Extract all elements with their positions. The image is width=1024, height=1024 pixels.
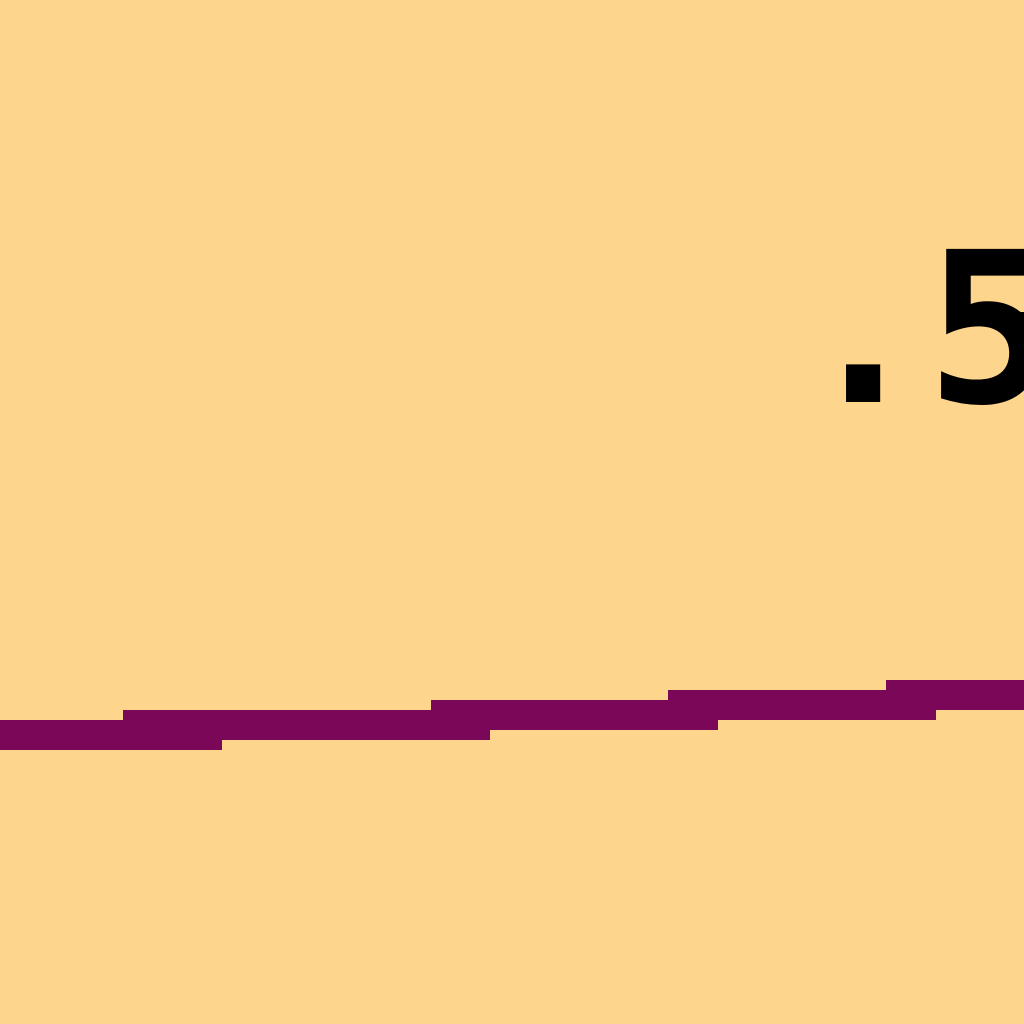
value-label: .5 [800, 207, 1024, 452]
trace-segment [222, 710, 431, 740]
trace-segment [886, 680, 936, 720]
trace-segment [936, 680, 1024, 710]
clipped-glyph-fragment [1014, 312, 1024, 362]
trace-segment [123, 710, 222, 750]
value-label-text: .5 [800, 207, 1024, 452]
trace-segment [490, 700, 668, 730]
trace-segment [668, 690, 718, 730]
trace-segment [718, 690, 886, 720]
trace-segment [0, 720, 123, 750]
trace-segment [431, 700, 490, 740]
trace-line [0, 680, 1024, 750]
